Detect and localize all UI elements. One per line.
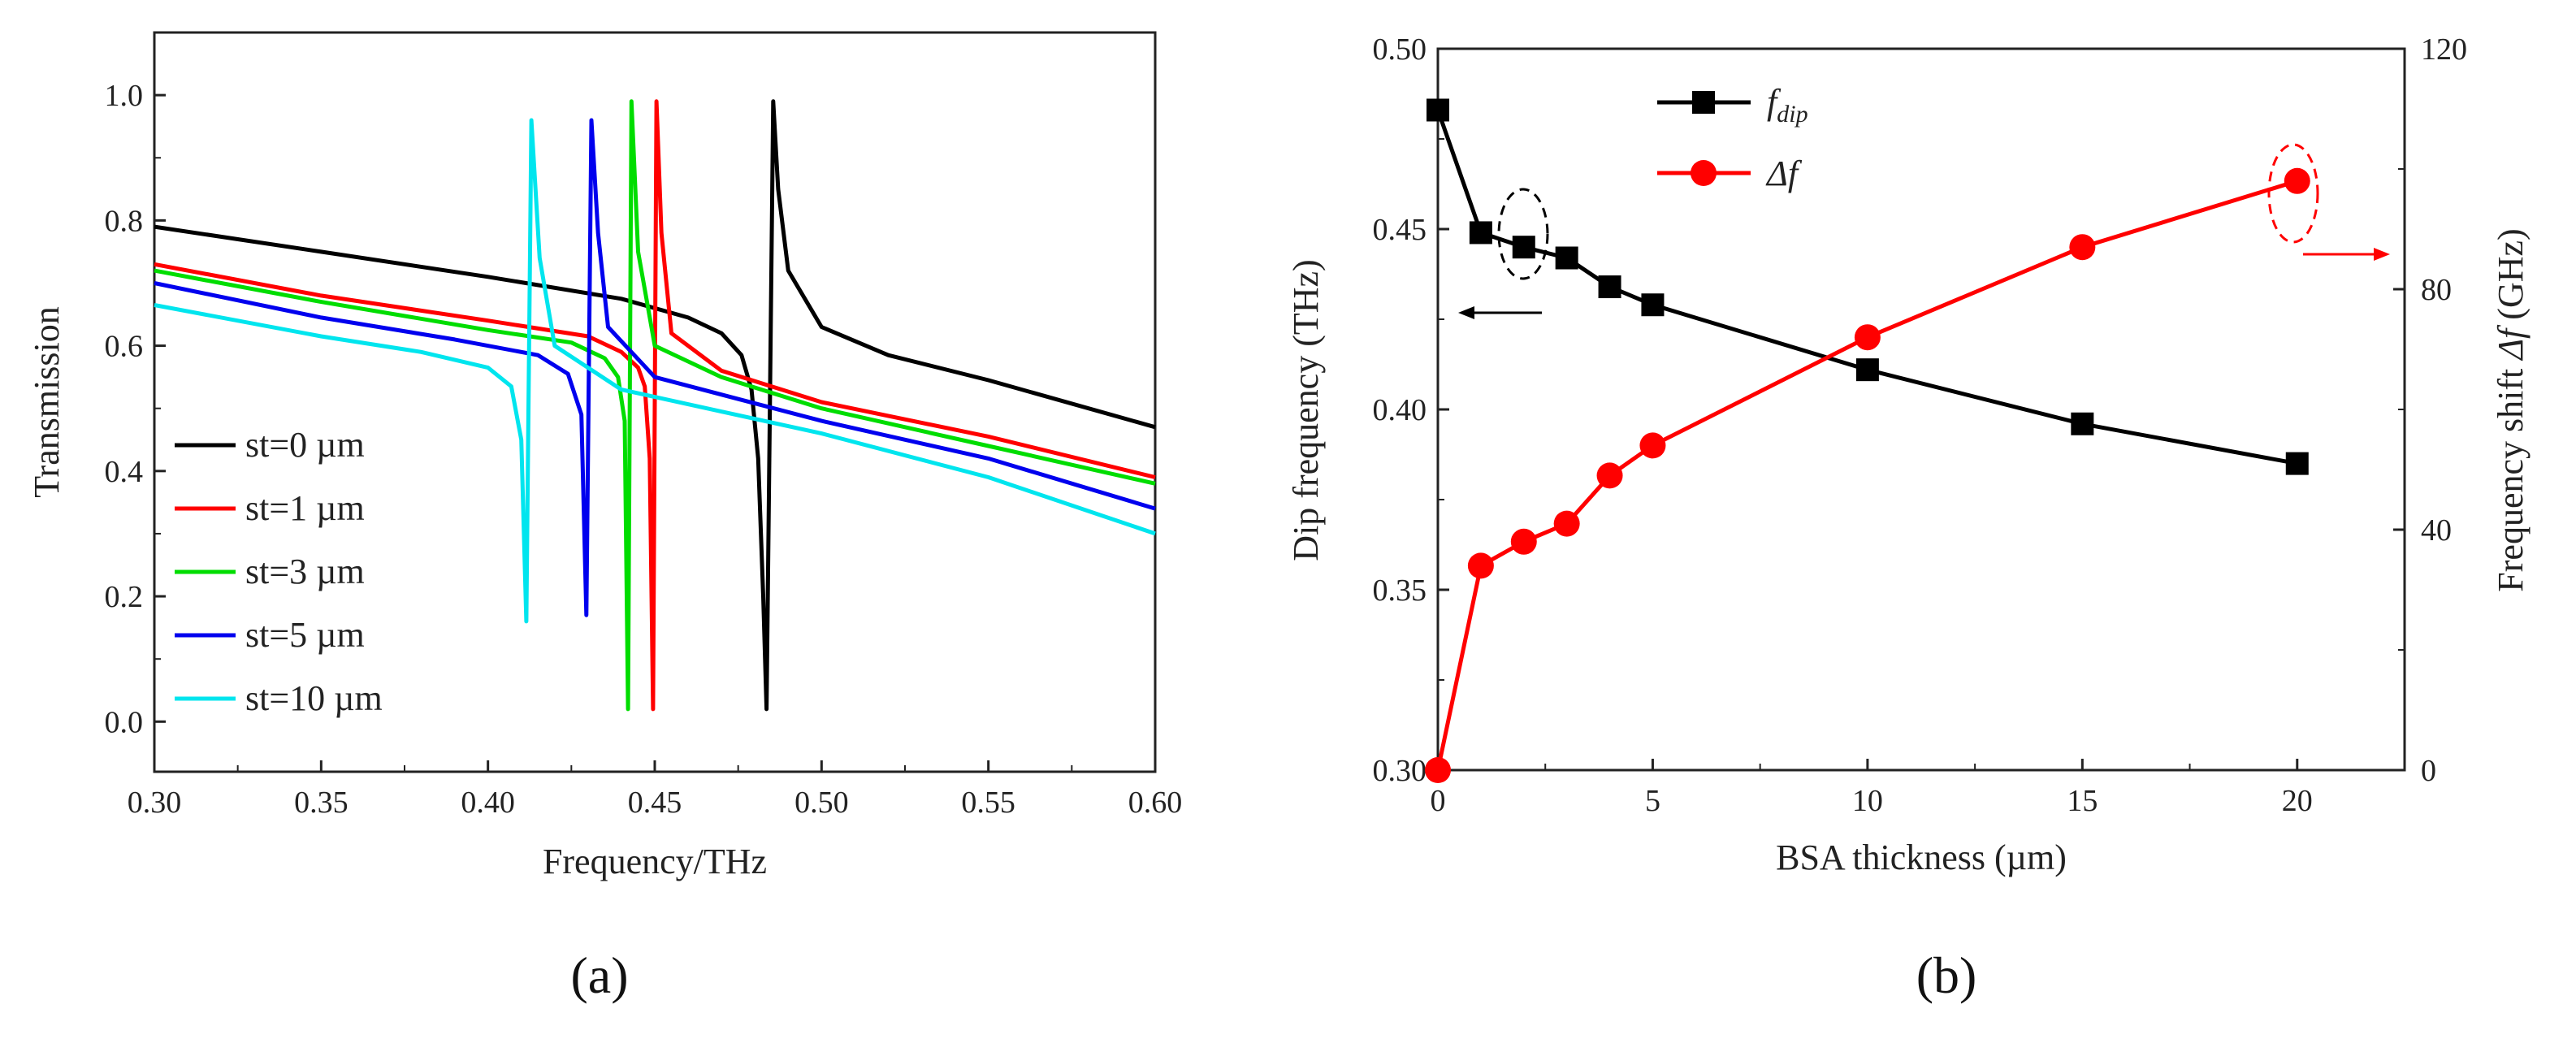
b-fdip-point	[2285, 452, 2309, 475]
a-y-tick-label: 0.4	[105, 455, 144, 489]
b-deltaf-point	[2284, 167, 2310, 194]
right-axis-annotation-ellipse	[2267, 143, 2319, 244]
a-y-tick-label: 0.2	[105, 580, 144, 614]
b-y2-tick-label: 0	[2421, 754, 2436, 788]
panel-a-label: (a)	[570, 946, 628, 1004]
b-deltaf-point	[1639, 432, 1666, 459]
a-legend-label-0: st=0 µm	[245, 425, 365, 465]
b-y-tick-label: 0.50	[1373, 32, 1427, 67]
a-legend-label-1: st=1 µm	[245, 488, 365, 528]
a-series-line-4	[154, 118, 1156, 624]
b-fdip-point	[1641, 293, 1665, 317]
a-series-line-0	[154, 99, 1156, 712]
legend-fdip-square-marker	[1692, 91, 1715, 114]
b-series-line-0	[1435, 109, 2298, 466]
b-x-tick-label: 5	[1645, 784, 1660, 818]
right-axis-arrow-head	[2374, 248, 2390, 261]
a-legend-label-2: st=3 µm	[245, 552, 365, 591]
a-x-tick-label: 0.45	[628, 786, 682, 820]
b-y-tick-label: 0.35	[1373, 574, 1427, 608]
b-y2-tick-label: 40	[2421, 513, 2452, 548]
a-x-tick-label: 0.35	[294, 786, 349, 820]
b-fdip-point	[1427, 98, 1449, 122]
a-y-tick-label: 1.0	[105, 79, 144, 113]
a-legend-label-4: st=10 µm	[245, 678, 383, 718]
b-fdip-point	[1855, 358, 1879, 382]
b-y-tick-label: 0.45	[1373, 213, 1427, 247]
legend-fdip-label: fdip	[1767, 82, 1808, 128]
panel-a-curves	[154, 99, 1156, 712]
a-y-tick-label: 0.8	[105, 204, 144, 238]
panel-b-y2-axis-symbol: Δf	[2491, 324, 2531, 361]
b-x-tick-label: 0	[1431, 784, 1446, 818]
panel-a-transmission-chart: 0.30 0.35 0.40 0.45 0.50 0.55 0.60 0.0 0.2 0.4 0.6…	[27, 31, 1183, 1004]
legend-deltaf-label: Δf	[1765, 154, 1803, 193]
b-fdip-point	[1555, 246, 1578, 270]
a-series-line-2	[154, 99, 1156, 712]
panel-a-axis-ticks: 0.30 0.35 0.40 0.45 0.50 0.55 0.60 0.0 0.2 0.4 0.6…	[105, 79, 1183, 820]
b-y-tick-label: 0.30	[1373, 754, 1427, 788]
b-deltaf-point	[1425, 757, 1451, 783]
left-axis-annotation-ellipse	[1497, 188, 1549, 280]
b-deltaf-point	[1553, 510, 1580, 537]
panel-b-dip-frequency-chart: 0 5 10 15 20 0.30 0.35 0.40 0.45 0.50 0 40 80 120 fdi…	[1286, 32, 2531, 1004]
a-x-tick-label: 0.55	[961, 786, 1015, 820]
panel-a-x-axis-label: Frequency/THz	[543, 842, 767, 881]
b-y2-tick-label: 120	[2421, 32, 2467, 67]
panel-b-y2-axis-label: Frequency shift Δf (GHz)	[2491, 228, 2531, 591]
b-deltaf-point	[1596, 462, 1623, 489]
b-fdip-point	[1598, 275, 1621, 299]
b-y-tick-label: 0.40	[1373, 393, 1427, 427]
a-legend-label-3: st=5 µm	[245, 615, 365, 655]
panel-b-x-axis-label: BSA thickness (µm)	[1776, 838, 2067, 877]
panel-b-curves	[1425, 98, 2310, 783]
a-x-tick-label: 0.30	[128, 786, 182, 820]
panel-b-legend: fdip Δf	[1657, 82, 1808, 193]
b-deltaf-point	[1467, 552, 1494, 579]
left-axis-arrow-head	[1458, 306, 1474, 319]
panel-b-plot-frame	[1436, 47, 2406, 772]
legend-fdip-subscript: dip	[1777, 101, 1808, 128]
a-x-tick-label: 0.50	[794, 786, 849, 820]
b-series-line-1	[1435, 179, 2298, 771]
a-y-tick-label: 0.0	[105, 705, 144, 739]
a-series-line-1	[154, 99, 1156, 712]
b-deltaf-point	[1510, 528, 1537, 555]
b-y2-tick-label: 80	[2421, 273, 2452, 307]
panel-a-y-axis-label: Transmission	[27, 306, 67, 498]
b-deltaf-point	[2069, 234, 2096, 261]
b-fdip-point	[2071, 412, 2094, 435]
legend-deltaf-circle-marker	[1691, 160, 1717, 186]
b-deltaf-point	[1854, 324, 1881, 351]
panel-b-axis-ticks: 0 5 10 15 20 0.30 0.35 0.40 0.45 0.50 0 40 80 120	[1373, 32, 2468, 818]
b-x-tick-label: 10	[1852, 784, 1883, 818]
b-fdip-point	[1512, 236, 1535, 259]
panel-a-legend: st=0 µm st=1 µm st=3 µm st=5 µm st=10 µm	[175, 425, 383, 718]
panel-b-y-axis-label: Dip frequency (THz)	[1286, 259, 1326, 561]
panel-b-label: (b)	[1916, 946, 1977, 1004]
a-y-tick-label: 0.6	[105, 330, 144, 364]
a-x-tick-label: 0.60	[1128, 786, 1183, 820]
a-x-tick-label: 0.40	[461, 786, 515, 820]
b-fdip-point	[1469, 221, 1492, 245]
b-x-tick-label: 15	[2067, 784, 2098, 818]
b-x-tick-label: 20	[2282, 784, 2313, 818]
